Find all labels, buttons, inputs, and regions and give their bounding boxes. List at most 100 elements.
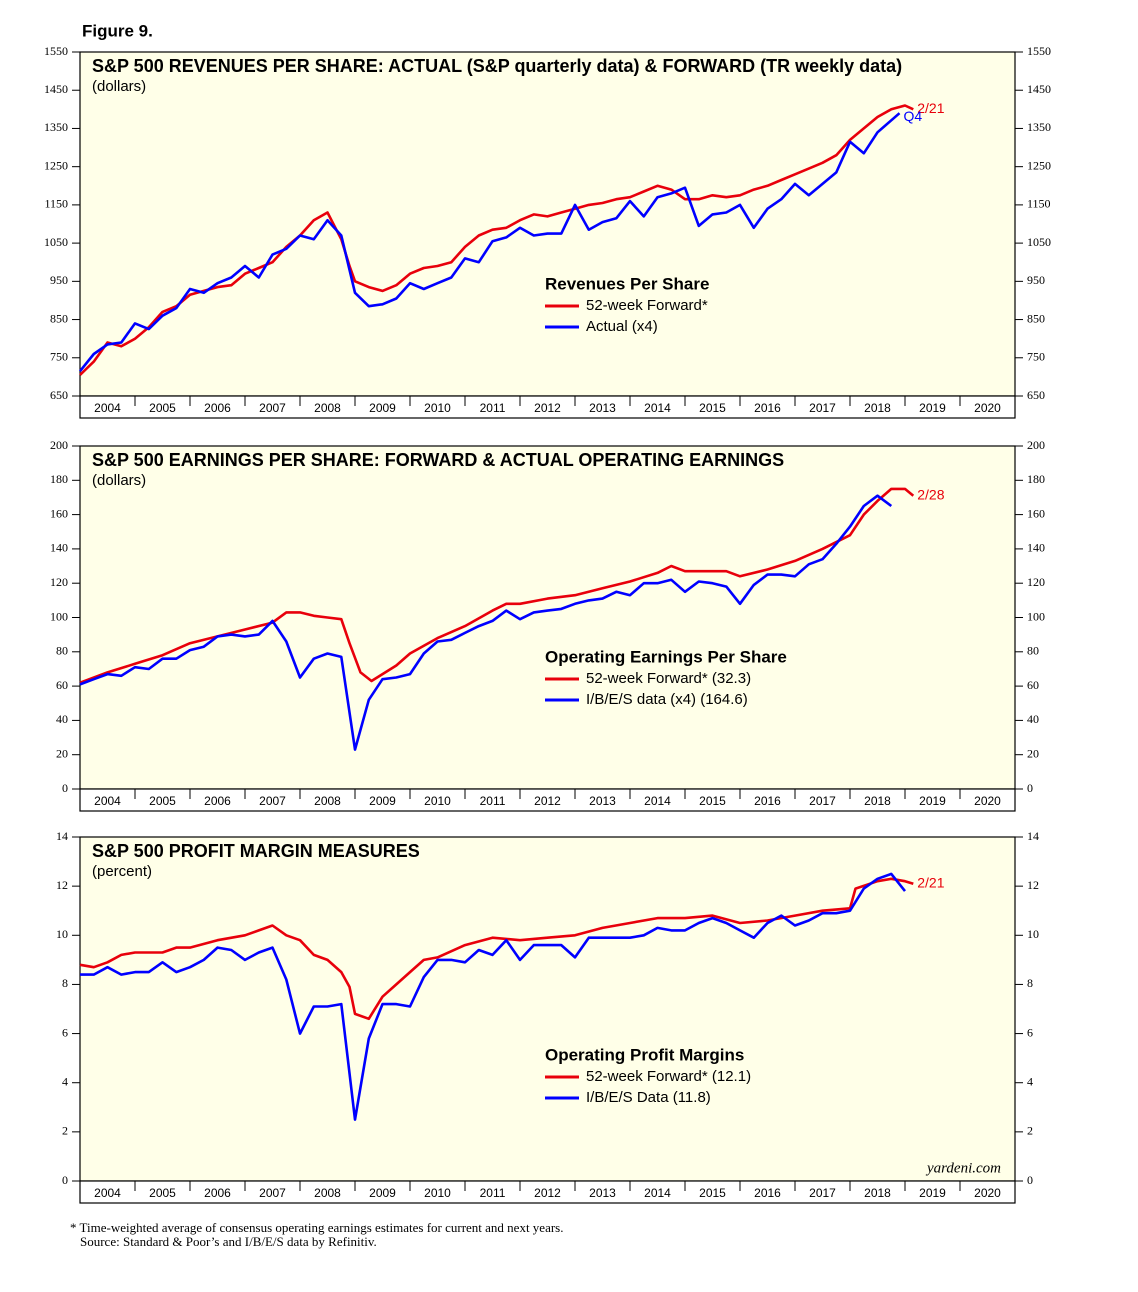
x-tick-label: 2020 <box>974 401 1001 415</box>
x-tick-label: 2007 <box>259 1186 286 1200</box>
x-tick-label: 2012 <box>534 1186 561 1200</box>
x-tick-label: 2004 <box>94 1186 121 1200</box>
figure-label: Figure 9. <box>82 21 153 40</box>
y-tick-label: 1150 <box>44 197 68 211</box>
x-tick-label: 2018 <box>864 1186 891 1200</box>
y-tick-label: 650 <box>1027 388 1045 402</box>
x-axis-strip <box>79 788 1016 812</box>
y-tick-label: 750 <box>1027 350 1045 364</box>
x-tick-label: 2017 <box>809 1186 836 1200</box>
x-tick-label: 2013 <box>589 401 616 415</box>
x-tick-label: 2017 <box>809 401 836 415</box>
x-tick-label: 2012 <box>534 401 561 415</box>
y-tick-label: 14 <box>1027 829 1039 843</box>
y-tick-label: 160 <box>50 506 68 520</box>
x-tick-label: 2004 <box>94 401 121 415</box>
y-tick-label: 120 <box>1027 575 1045 589</box>
y-tick-label: 8 <box>62 976 68 990</box>
y-tick-label: 650 <box>50 388 68 402</box>
x-tick-label: 2015 <box>699 794 726 808</box>
panel-title: S&P 500 PROFIT MARGIN MEASURES <box>92 841 420 861</box>
end-label: Q4 <box>904 108 923 124</box>
x-tick-label: 2016 <box>754 401 781 415</box>
y-tick-label: 0 <box>62 781 68 795</box>
y-tick-label: 850 <box>50 311 68 325</box>
legend-label: I/B/E/S data (x4) (164.6) <box>586 691 748 708</box>
x-tick-label: 2005 <box>149 1186 176 1200</box>
end-label: 2/21 <box>917 874 944 890</box>
x-tick-label: 2019 <box>919 401 946 415</box>
x-tick-label: 2009 <box>369 1186 396 1200</box>
x-tick-label: 2014 <box>644 1186 671 1200</box>
x-tick-label: 2010 <box>424 1186 451 1200</box>
x-tick-label: 2009 <box>369 794 396 808</box>
panel-subtitle: (dollars) <box>92 472 146 489</box>
y-tick-label: 1350 <box>1027 120 1051 134</box>
y-tick-label: 100 <box>1027 609 1045 623</box>
y-tick-label: 100 <box>50 609 68 623</box>
series-line <box>79 104 914 376</box>
legend-title: Operating Earnings Per Share <box>545 647 787 666</box>
y-tick-label: 12 <box>56 878 68 892</box>
y-tick-label: 4 <box>1027 1074 1033 1088</box>
x-tick-label: 2020 <box>974 1186 1001 1200</box>
series-line <box>78 112 901 373</box>
x-tick-label: 2006 <box>204 1186 231 1200</box>
x-tick-label: 2016 <box>754 1186 781 1200</box>
y-tick-label: 10 <box>1027 927 1039 941</box>
y-tick-label: 140 <box>1027 541 1045 555</box>
y-tick-label: 20 <box>56 746 68 760</box>
x-tick-label: 2013 <box>589 794 616 808</box>
x-tick-label: 2007 <box>259 401 286 415</box>
y-tick-label: 140 <box>50 541 68 555</box>
x-tick-label: 2005 <box>149 794 176 808</box>
y-tick-label: 2 <box>62 1124 68 1138</box>
y-tick-label: 750 <box>50 350 68 364</box>
x-tick-label: 2004 <box>94 794 121 808</box>
y-tick-label: 20 <box>1027 746 1039 760</box>
x-tick-label: 2008 <box>314 401 341 415</box>
y-tick-label: 10 <box>56 927 68 941</box>
y-tick-label: 180 <box>50 472 68 486</box>
x-tick-label: 2009 <box>369 401 396 415</box>
x-tick-label: 2020 <box>974 794 1001 808</box>
y-tick-label: 4 <box>62 1074 68 1088</box>
y-tick-label: 1550 <box>44 44 68 58</box>
y-tick-label: 8 <box>1027 976 1033 990</box>
panel-title: S&P 500 EARNINGS PER SHARE: FORWARD & AC… <box>92 450 784 470</box>
x-axis-strip <box>79 395 1016 419</box>
y-tick-label: 1050 <box>1027 235 1051 249</box>
x-tick-label: 2006 <box>204 794 231 808</box>
panel-subtitle: (dollars) <box>92 78 146 95</box>
panel-title: S&P 500 REVENUES PER SHARE: ACTUAL (S&P … <box>92 56 902 76</box>
y-tick-label: 950 <box>50 273 68 287</box>
legend-label: I/B/E/S Data (11.8) <box>586 1089 711 1106</box>
source: Source: Standard & Poor’s and I/B/E/S da… <box>80 1234 377 1249</box>
watermark: yardeni.com <box>925 1160 1001 1176</box>
x-tick-label: 2010 <box>424 794 451 808</box>
x-tick-label: 2010 <box>424 401 451 415</box>
y-tick-label: 1450 <box>1027 82 1051 96</box>
y-tick-label: 180 <box>1027 472 1045 486</box>
x-tick-label: 2019 <box>919 794 946 808</box>
x-tick-label: 2018 <box>864 794 891 808</box>
x-axis-strip <box>79 1180 1016 1204</box>
series-line <box>80 872 907 1121</box>
y-tick-label: 1450 <box>44 82 68 96</box>
y-tick-label: 80 <box>1027 644 1039 658</box>
y-tick-label: 160 <box>1027 506 1045 520</box>
x-tick-label: 2005 <box>149 401 176 415</box>
plot-area <box>79 836 1016 1182</box>
legend-label: 52-week Forward* <box>586 297 708 314</box>
y-tick-label: 200 <box>1027 438 1045 452</box>
y-tick-label: 850 <box>1027 311 1045 325</box>
y-tick-label: 14 <box>56 829 68 843</box>
series-line <box>79 494 893 751</box>
legend-title: Operating Profit Margins <box>545 1045 744 1064</box>
y-tick-label: 1350 <box>44 120 68 134</box>
y-tick-label: 80 <box>56 644 68 658</box>
y-tick-label: 2 <box>1027 1124 1033 1138</box>
y-tick-label: 1250 <box>44 158 68 172</box>
y-tick-label: 1550 <box>1027 44 1051 58</box>
